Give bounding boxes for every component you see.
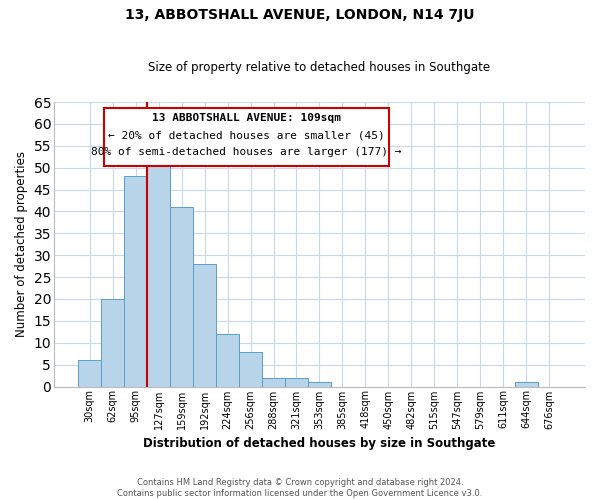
Bar <box>193 264 216 386</box>
Text: Contains HM Land Registry data © Crown copyright and database right 2024.
Contai: Contains HM Land Registry data © Crown c… <box>118 478 482 498</box>
Bar <box>101 299 124 386</box>
Text: 13 ABBOTSHALL AVENUE: 109sqm: 13 ABBOTSHALL AVENUE: 109sqm <box>152 114 341 124</box>
Y-axis label: Number of detached properties: Number of detached properties <box>15 152 28 338</box>
X-axis label: Distribution of detached houses by size in Southgate: Distribution of detached houses by size … <box>143 437 496 450</box>
Text: 80% of semi-detached houses are larger (177) →: 80% of semi-detached houses are larger (… <box>91 147 402 157</box>
Bar <box>124 176 147 386</box>
Bar <box>216 334 239 386</box>
Bar <box>147 154 170 386</box>
Bar <box>308 382 331 386</box>
Bar <box>515 382 538 386</box>
FancyBboxPatch shape <box>104 108 389 166</box>
Text: ← 20% of detached houses are smaller (45): ← 20% of detached houses are smaller (45… <box>108 130 385 140</box>
Bar <box>262 378 285 386</box>
Text: 13, ABBOTSHALL AVENUE, LONDON, N14 7JU: 13, ABBOTSHALL AVENUE, LONDON, N14 7JU <box>125 8 475 22</box>
Bar <box>239 352 262 386</box>
Bar <box>170 207 193 386</box>
Title: Size of property relative to detached houses in Southgate: Size of property relative to detached ho… <box>148 62 491 74</box>
Bar <box>285 378 308 386</box>
Bar <box>78 360 101 386</box>
